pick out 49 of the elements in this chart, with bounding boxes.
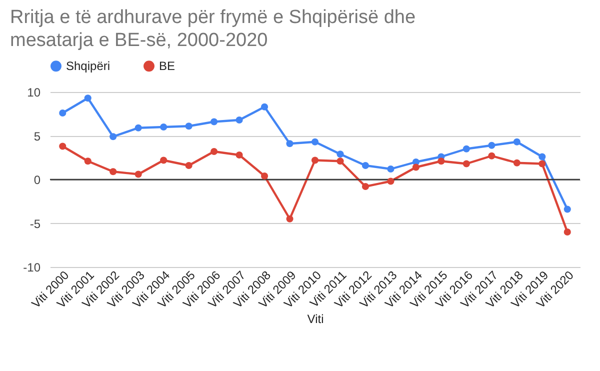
point (513, 138, 520, 146)
point (488, 142, 496, 149)
point (59, 109, 66, 117)
point (564, 206, 571, 213)
y-tick-label: -10 (23, 260, 41, 274)
y-tick-label: 10 (27, 86, 41, 100)
point (462, 145, 470, 152)
point (311, 138, 319, 146)
point (362, 182, 370, 190)
point (160, 156, 168, 164)
point (311, 156, 319, 164)
point (185, 122, 192, 130)
legend-label: Shqipëri (66, 59, 110, 74)
point (134, 124, 142, 132)
point (59, 142, 66, 150)
point (286, 215, 294, 222)
point (260, 172, 268, 180)
point (160, 123, 168, 131)
point (438, 158, 445, 165)
point (286, 140, 294, 148)
point (336, 158, 344, 165)
point (236, 116, 243, 124)
point (84, 94, 92, 102)
point (513, 159, 520, 166)
point (387, 165, 394, 173)
point (236, 151, 243, 159)
point (336, 150, 344, 158)
point (260, 103, 268, 110)
point (84, 158, 92, 165)
chart-title: Rritja e të ardhurave për frymë e Shqipërisë dhe mesatarja e BE-së, 2000-2020 (10, 7, 416, 51)
y-tick-label: -5 (30, 216, 41, 231)
point (110, 168, 117, 176)
point (564, 228, 571, 236)
x-axis-title: Viti (307, 312, 324, 326)
point (538, 160, 546, 168)
point (488, 152, 496, 160)
point (210, 148, 218, 156)
point (210, 118, 218, 126)
point (185, 162, 192, 170)
y-tick-label: 0 (34, 173, 41, 187)
point (462, 160, 470, 168)
point (110, 133, 117, 140)
point (412, 164, 420, 171)
point (387, 178, 394, 185)
point (134, 170, 142, 178)
legend-label: BE (159, 59, 176, 74)
point (538, 153, 546, 160)
y-tick-label: 5 (34, 129, 41, 144)
point (362, 162, 370, 170)
